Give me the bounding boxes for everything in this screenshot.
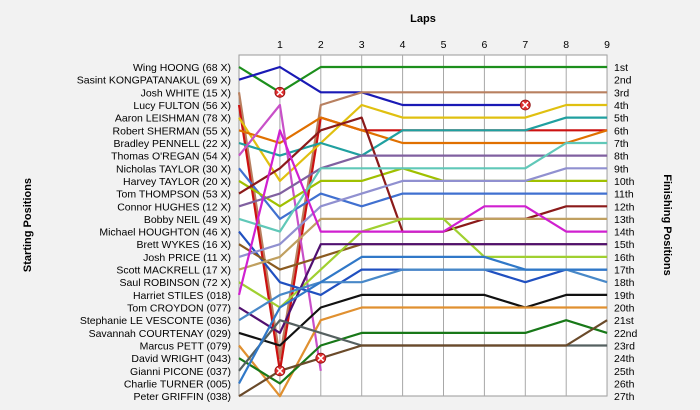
starting-position-label: Bradley PENNELL (22 X): [114, 138, 232, 150]
starting-position-label: Tom THOMPSON (53 X): [116, 189, 231, 201]
series-line: [238, 116, 608, 145]
starting-position-label: Nicholas TAYLOR (30 X): [116, 163, 231, 175]
series-line: [238, 141, 608, 233]
starting-position-label: Brett WYKES (16 X): [136, 239, 231, 251]
starting-position-label: Charlie TURNER (005): [124, 379, 231, 391]
finishing-position-label: 12th: [614, 201, 635, 213]
finishing-position-label: 9th: [614, 163, 629, 175]
starting-position-label: Josh PRICE (11 X): [143, 252, 231, 264]
retirement-marker: [274, 365, 286, 377]
series-line: [238, 167, 608, 208]
retirement-markers: [274, 86, 531, 377]
x-tick-label: 7: [522, 39, 528, 51]
finishing-position-label: 22nd: [614, 328, 638, 340]
starting-position-label: Thomas O'REGAN (54 X): [111, 151, 231, 163]
starting-position-label: Gianni PICONE (037): [130, 366, 231, 378]
finishing-position-label: 5th: [614, 113, 629, 125]
finishing-position-label: 6th: [614, 125, 629, 137]
right-axis-title: Finishing Positions: [661, 174, 673, 275]
series-lines: [237, 65, 608, 398]
series-line: [238, 65, 526, 107]
starting-position-label: Michael HOUGHTON (46 X): [99, 227, 231, 239]
starting-position-label: David WRIGHT (043): [131, 353, 231, 365]
finishing-position-label: 1st: [614, 62, 628, 74]
finishing-position-label: 2nd: [614, 75, 632, 87]
x-tick-label: 9: [604, 39, 610, 51]
series-line: [238, 167, 608, 258]
starting-position-label: Wing HOONG (68 X): [133, 62, 231, 74]
starting-position-label: Saul ROBINSON (72 X): [120, 277, 231, 289]
starting-position-label: Lucy FULTON (56 X): [133, 100, 231, 112]
finishing-position-labels: 1st2nd3rd4th5th6th7th8th9th10th11th12th1…: [614, 62, 638, 403]
finishing-position-label: 21st: [614, 315, 634, 327]
starting-position-label: Peter GRIFFIN (038): [134, 391, 231, 403]
starting-position-label: Robert SHERMAN (55 X): [113, 125, 231, 137]
starting-position-label: Scott MACKRELL (17 X): [116, 265, 231, 277]
series-line: [238, 306, 608, 398]
starting-position-label: Sasint KONGPATANAKUL (69 X): [77, 75, 231, 87]
left-axis-title: Starting Positions: [22, 178, 34, 272]
x-tick-label: 4: [400, 39, 406, 51]
starting-position-label: Harriet STILES (018): [133, 290, 231, 302]
starting-position-label: Aaron LEISHMAN (78 X): [115, 113, 231, 125]
finishing-position-label: 19th: [614, 290, 635, 302]
finishing-position-label: 3rd: [614, 87, 629, 99]
x-tick-label: 5: [441, 39, 447, 51]
finishing-position-label: 17th: [614, 265, 635, 277]
series-line: [238, 319, 608, 398]
finishing-position-label: 8th: [614, 151, 629, 163]
x-tick-label: 2: [318, 39, 324, 51]
x-ticks: 1 2 3 4 5 6 7 8 9: [277, 39, 610, 51]
x-tick-label: 8: [563, 39, 569, 51]
series-line: [237, 129, 608, 296]
starting-position-label: Marcus PETT (079): [140, 341, 231, 353]
finishing-position-label: 14th: [614, 227, 635, 239]
starting-position-label: Stephanie LE VESCONTE (036): [80, 315, 231, 327]
starting-position-label: Connor HUGHES (12 X): [117, 201, 231, 213]
finishing-position-label: 15th: [614, 239, 635, 251]
finishing-position-label: 23rd: [614, 341, 635, 353]
finishing-position-label: 25th: [614, 366, 635, 378]
starting-position-label: Josh WHITE (15 X): [141, 87, 231, 99]
x-tick-label: 1: [277, 39, 283, 51]
retirement-marker: [274, 86, 286, 98]
finishing-position-label: 27th: [614, 391, 635, 403]
starting-position-label: Tom CROYDON (077): [127, 303, 231, 315]
finishing-position-label: 13th: [614, 214, 635, 226]
finishing-position-label: 26th: [614, 379, 635, 391]
x-tick-label: 3: [359, 39, 365, 51]
starting-position-label: Savannah COURTENAY (029): [89, 328, 231, 340]
series-line: [238, 255, 608, 385]
series-line: [238, 167, 608, 220]
finishing-position-label: 4th: [614, 100, 629, 112]
finishing-position-label: 24th: [614, 353, 635, 365]
retirement-marker: [315, 352, 327, 364]
starting-position-labels: Wing HOONG (68 X)Sasint KONGPATANAKUL (6…: [77, 62, 231, 403]
finishing-position-label: 10th: [614, 176, 635, 188]
x-tick-label: 6: [481, 39, 487, 51]
starting-position-label: Bobby NEIL (49 X): [144, 214, 231, 226]
finishing-position-label: 16th: [614, 252, 635, 264]
starting-position-label: Harvey TAYLOR (20 X): [123, 176, 231, 188]
finishing-position-label: 7th: [614, 138, 629, 150]
finishing-position-label: 18th: [614, 277, 635, 289]
finishing-position-label: 20th: [614, 303, 635, 315]
x-axis-title: Laps: [410, 13, 436, 25]
finishing-position-label: 11th: [614, 189, 634, 201]
retirement-marker: [519, 99, 531, 111]
series-line: [238, 103, 608, 182]
